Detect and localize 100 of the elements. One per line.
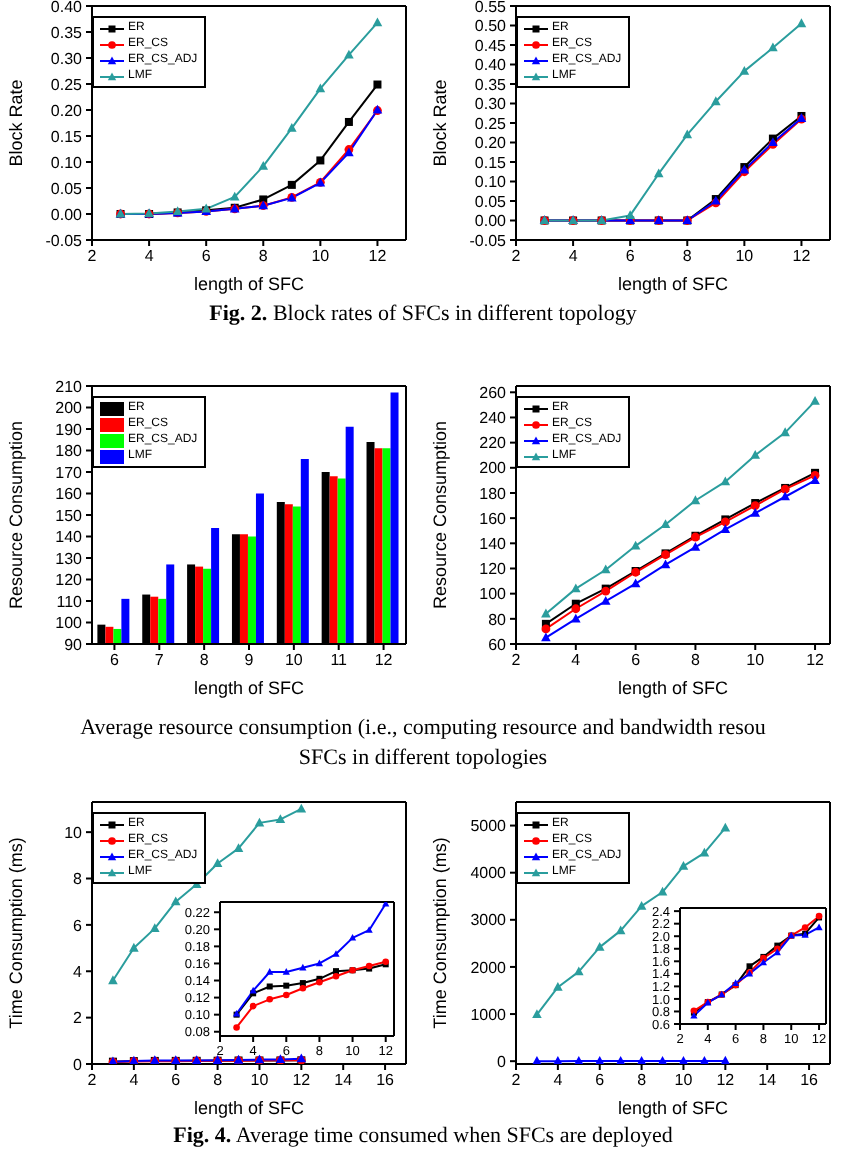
- y-tick-label: 0.50: [474, 17, 508, 36]
- y-tick-label: 0.35: [474, 75, 508, 94]
- x-tick-label: 6: [171, 1071, 182, 1090]
- y-tick-label: 6: [73, 916, 84, 935]
- y-tick-label: 150: [55, 506, 84, 525]
- x-tick-label: 4: [553, 1071, 564, 1090]
- x-tick-label: 10: [674, 1071, 694, 1090]
- y-tick-label: 0.40: [50, 0, 84, 16]
- y-tick-label: 120: [479, 560, 508, 579]
- x-tick-label: 14: [758, 1071, 778, 1090]
- x-tick-label: 10: [250, 1071, 270, 1090]
- x-axis-title: length of SFC: [617, 274, 730, 294]
- y-tick-label: 0.05: [474, 192, 508, 211]
- y-tick-label: 10: [64, 823, 84, 842]
- y-tick-label: 0.20: [50, 101, 84, 120]
- x-tick-label: 16: [376, 1071, 396, 1090]
- y-tick-label: 140: [479, 535, 508, 553]
- y-tick-label: 4000: [470, 864, 508, 883]
- x-tick-label: 12: [806, 651, 826, 670]
- caption: Fig. 4. Average time consumed when SFCs are deployed: [171, 1122, 675, 1152]
- y-tick-label: 0.25: [474, 114, 508, 133]
- x-axis-title: length of SFC: [193, 678, 306, 698]
- y-tick-label: 0.35: [50, 23, 84, 42]
- y-tick-label: 100: [479, 585, 508, 604]
- y-tick-label: 190: [55, 420, 84, 439]
- x-tick-label: 16: [800, 1071, 820, 1090]
- y-tick-label: 100: [55, 614, 84, 633]
- y-tick-label: 180: [55, 442, 84, 461]
- y-tick-label: 0.45: [474, 36, 508, 55]
- x-tick-label: 4: [568, 247, 579, 266]
- y-tick-label: 0.25: [50, 75, 84, 94]
- x-tick-label: 10: [284, 651, 304, 670]
- y-tick-label: 200: [55, 399, 84, 418]
- x-tick-label: 2: [511, 651, 522, 670]
- y-tick-label: 120: [55, 571, 84, 590]
- y-tick-label: 0.15: [50, 127, 84, 146]
- y-tick-label: 0.30: [474, 95, 508, 114]
- y-tick-label: 0.30: [50, 49, 84, 68]
- x-tick-label: 10: [735, 247, 755, 266]
- x-tick-label: 2: [511, 247, 522, 266]
- x-tick-label: 6: [109, 651, 120, 670]
- y-axis-title: Resource Consumption: [430, 420, 451, 610]
- y-tick-label: 110: [56, 592, 84, 611]
- x-tick-label: 14: [334, 1071, 354, 1090]
- y-tick-label: 0.15: [474, 153, 508, 172]
- y-tick-label: 5000: [470, 817, 508, 836]
- x-tick-label: 7: [154, 651, 165, 670]
- y-tick-label: 180: [479, 484, 508, 503]
- x-axis-title: length of SFC: [617, 1098, 730, 1118]
- x-tick-label: 12: [716, 1071, 736, 1090]
- x-tick-label: 2: [511, 1071, 522, 1090]
- y-axis-title: Resource Consumption: [6, 420, 27, 610]
- x-axis-title: length of SFC: [617, 678, 730, 698]
- x-tick-label: 4: [571, 651, 582, 670]
- x-axis-title: length of SFC: [193, 1098, 306, 1118]
- y-axis-title: Block Rate: [430, 79, 451, 167]
- x-tick-label: 9: [244, 651, 255, 670]
- x-tick-label: 12: [292, 1071, 312, 1090]
- y-tick-label: 1000: [470, 1005, 508, 1024]
- y-tick-label: 0.55: [474, 0, 508, 16]
- x-tick-label: 11: [330, 651, 349, 670]
- x-tick-label: 10: [311, 247, 331, 266]
- y-tick-label: 160: [479, 509, 508, 528]
- x-tick-label: 12: [374, 651, 394, 670]
- x-tick-label: 2: [87, 1071, 98, 1090]
- y-tick-label: 4: [73, 962, 84, 981]
- y-tick-label: 90: [64, 635, 84, 654]
- y-tick-label: 170: [55, 463, 84, 482]
- y-tick-label: 8: [73, 870, 84, 889]
- y-tick-label: 60: [488, 635, 508, 654]
- y-tick-label: 3000: [470, 911, 508, 930]
- y-tick-label: 0.20: [474, 134, 508, 153]
- y-tick-label: 0.10: [474, 173, 508, 192]
- y-tick-label: 260: [479, 383, 508, 402]
- x-tick-label: 8: [258, 247, 269, 266]
- y-tick-label: 2000: [470, 958, 508, 977]
- text: Average resource consumption (i.e., computing resource and bandwidth resou: [78, 714, 768, 744]
- y-axis-title: Time Consumption (ms): [430, 837, 451, 1029]
- x-tick-label: 8: [213, 1071, 224, 1090]
- y-tick-label: 160: [55, 485, 84, 504]
- y-axis-title: Block Rate: [6, 79, 27, 167]
- caption: Fig. 2. Block rates of SFCs in different topology: [207, 300, 639, 330]
- y-tick-label: 130: [55, 549, 84, 568]
- y-tick-label: 0: [497, 1052, 508, 1071]
- y-tick-label: 210: [55, 377, 84, 396]
- text: SFCs in different topologies: [296, 744, 550, 774]
- x-tick-label: 4: [144, 247, 155, 266]
- y-tick-label: 2: [73, 1009, 84, 1028]
- y-tick-label: 0.40: [474, 56, 508, 75]
- y-tick-label: 140: [55, 528, 84, 547]
- x-tick-label: 8: [690, 651, 701, 670]
- x-tick-label: 6: [631, 651, 642, 670]
- x-tick-label: 6: [625, 247, 636, 266]
- y-tick-label: 0.10: [50, 153, 84, 172]
- y-tick-label: -0.05: [45, 231, 84, 250]
- x-tick-label: 8: [637, 1071, 648, 1090]
- y-tick-label: 0: [73, 1055, 84, 1074]
- y-tick-label: 0.00: [474, 212, 508, 231]
- y-tick-label: 80: [488, 610, 508, 629]
- y-tick-label: -0.05: [469, 231, 508, 250]
